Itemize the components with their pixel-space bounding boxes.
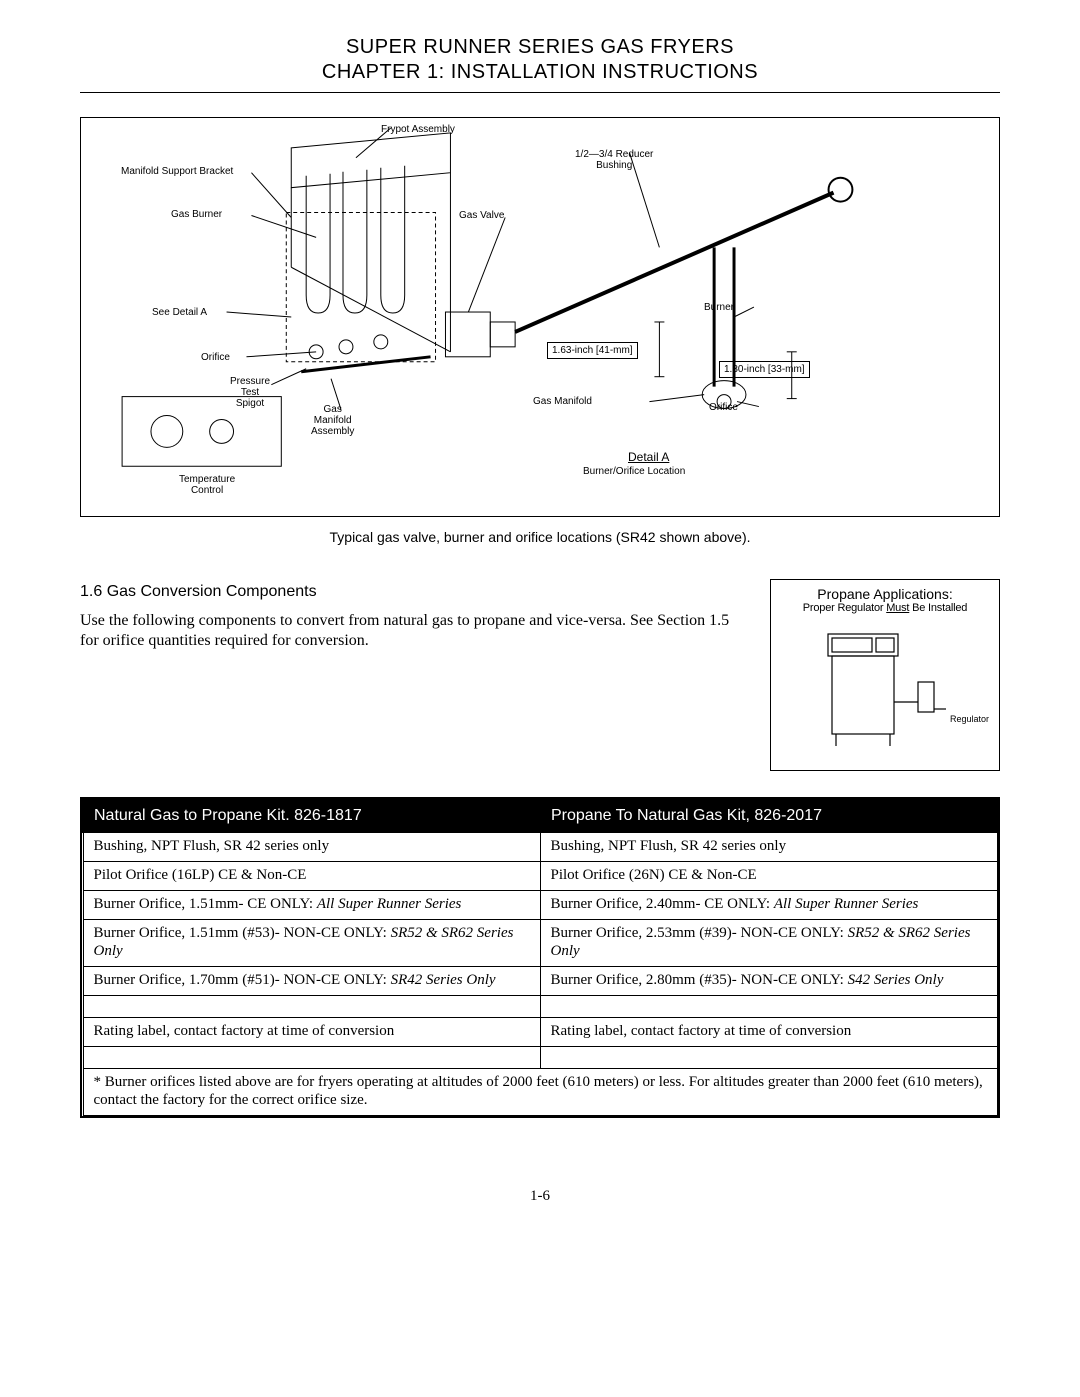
table-row: Rating label, contact factory at time of… bbox=[83, 1018, 997, 1047]
table-note: * Burner orifices listed above are for f… bbox=[83, 1069, 997, 1116]
label-see-detail-a: See Detail A bbox=[152, 307, 207, 318]
fryer-icon bbox=[810, 624, 960, 754]
td: Burner Orifice, 1.51mm (#53)- NON-CE ONL… bbox=[83, 920, 540, 967]
td: Bushing, NPT Flush, SR 42 series only bbox=[83, 832, 540, 862]
td bbox=[83, 996, 540, 1018]
sidebox-title: Propane Applications: bbox=[777, 586, 993, 602]
table-row: Bushing, NPT Flush, SR 42 series only Bu… bbox=[83, 832, 997, 862]
two-column-row: 1.6 Gas Conversion Components Use the fo… bbox=[80, 579, 1000, 771]
table-note-row: * Burner orifices listed above are for f… bbox=[83, 1069, 997, 1116]
table-header-row: Natural Gas to Propane Kit. 826-1817 Pro… bbox=[83, 800, 997, 832]
table-row: Pilot Orifice (16LP) CE & Non-CE Pilot O… bbox=[83, 862, 997, 891]
section-heading: 1.6 Gas Conversion Components bbox=[80, 583, 748, 601]
td bbox=[83, 1047, 540, 1069]
propane-sidebox: Propane Applications: Proper Regulator M… bbox=[770, 579, 1000, 771]
table-spacer-row bbox=[83, 1047, 997, 1069]
td-text: Burner Orifice, 1.70mm (#51)- NON-CE ONL… bbox=[94, 972, 391, 988]
page-root: SUPER RUNNER SERIES GAS FRYERS CHAPTER 1… bbox=[0, 0, 1080, 1397]
header-rule bbox=[80, 92, 1000, 93]
td: Bushing, NPT Flush, SR 42 series only bbox=[540, 832, 997, 862]
left-column: 1.6 Gas Conversion Components Use the fo… bbox=[80, 579, 748, 651]
conversion-table: Natural Gas to Propane Kit. 826-1817 Pro… bbox=[82, 799, 998, 1116]
td-italic: S42 Series Only bbox=[848, 972, 944, 988]
label-orifice-right: Orifice bbox=[709, 402, 738, 413]
right-column: Propane Applications: Proper Regulator M… bbox=[770, 579, 1000, 771]
figure-caption: Typical gas valve, burner and orifice lo… bbox=[80, 529, 1000, 545]
td-text: Burner Orifice, 1.51mm- CE ONLY: bbox=[94, 896, 317, 912]
table-row: Burner Orifice, 1.51mm (#53)- NON-CE ONL… bbox=[83, 920, 997, 967]
figure-box: Frypot Assembly Manifold Support Bracket… bbox=[80, 117, 1000, 517]
label-dim2: 1.30-inch [33-mm] bbox=[719, 361, 810, 378]
sidebox-sub-must: Must bbox=[886, 602, 909, 614]
label-dim1: 1.63-inch [41-mm] bbox=[547, 342, 638, 359]
sidebox-sub-pre: Proper Regulator bbox=[803, 602, 886, 614]
td: Rating label, contact factory at time of… bbox=[83, 1018, 540, 1047]
sidebox-sub-post: Be Installed bbox=[909, 602, 967, 614]
td: Pilot Orifice (26N) CE & Non-CE bbox=[540, 862, 997, 891]
label-regulator: Regulator bbox=[950, 714, 989, 724]
td: Burner Orifice, 1.51mm- CE ONLY: All Sup… bbox=[83, 891, 540, 920]
td: Burner Orifice, 2.40mm- CE ONLY: All Sup… bbox=[540, 891, 997, 920]
page-title-line1: SUPER RUNNER SERIES GAS FRYERS bbox=[80, 36, 1000, 59]
td: Burner Orifice, 2.53mm (#39)- NON-CE ONL… bbox=[540, 920, 997, 967]
td-italic: All Super Runner Series bbox=[774, 896, 919, 912]
page-title-line2: CHAPTER 1: INSTALLATION INSTRUCTIONS bbox=[80, 61, 1000, 84]
label-gas-burner: Gas Burner bbox=[171, 209, 222, 220]
th-left: Natural Gas to Propane Kit. 826-1817 bbox=[83, 800, 540, 832]
section-body: Use the following components to convert … bbox=[80, 611, 748, 651]
label-orifice-left: Orifice bbox=[201, 352, 230, 363]
table-spacer-row bbox=[83, 996, 997, 1018]
label-temperature-control: Temperature Control bbox=[179, 474, 235, 496]
label-manifold-support: Manifold Support Bracket bbox=[121, 166, 233, 177]
label-detail-a-sub: Burner/Orifice Location bbox=[583, 466, 685, 477]
th-right: Propane To Natural Gas Kit, 826-2017 bbox=[540, 800, 997, 832]
td-italic: All Super Runner Series bbox=[317, 896, 462, 912]
td bbox=[540, 1047, 997, 1069]
label-burner: Burner bbox=[704, 302, 734, 313]
td-text: Burner Orifice, 1.51mm (#53)- NON-CE ONL… bbox=[94, 925, 391, 941]
label-gas-valve: Gas Valve bbox=[459, 210, 504, 221]
label-detail-a: Detail A bbox=[628, 452, 669, 463]
td: Burner Orifice, 2.80mm (#35)- NON-CE ONL… bbox=[540, 967, 997, 996]
label-gas-manifold-asm: Gas Manifold Assembly bbox=[311, 404, 354, 437]
sidebox-subtitle: Proper Regulator Must Be Installed bbox=[777, 602, 993, 614]
td bbox=[540, 996, 997, 1018]
diagram-svg bbox=[81, 118, 999, 516]
td: Burner Orifice, 1.70mm (#51)- NON-CE ONL… bbox=[83, 967, 540, 996]
conversion-table-wrap: Natural Gas to Propane Kit. 826-1817 Pro… bbox=[80, 797, 1000, 1118]
label-frypot: Frypot Assembly bbox=[381, 124, 455, 135]
td: Pilot Orifice (16LP) CE & Non-CE bbox=[83, 862, 540, 891]
label-gas-manifold: Gas Manifold bbox=[533, 396, 592, 407]
table-row: Burner Orifice, 1.70mm (#51)- NON-CE ONL… bbox=[83, 967, 997, 996]
label-pressure-test: Pressure Test Spigot bbox=[230, 376, 270, 409]
td-text: Burner Orifice, 2.53mm (#39)- NON-CE ONL… bbox=[551, 925, 848, 941]
label-reducer: 1/2—3/4 Reducer Bushing bbox=[575, 149, 653, 171]
td-italic: SR42 Series Only bbox=[391, 972, 496, 988]
table-row: Burner Orifice, 1.51mm- CE ONLY: All Sup… bbox=[83, 891, 997, 920]
td: Rating label, contact factory at time of… bbox=[540, 1018, 997, 1047]
td-text: Burner Orifice, 2.80mm (#35)- NON-CE ONL… bbox=[551, 972, 848, 988]
td-text: Burner Orifice, 2.40mm- CE ONLY: bbox=[551, 896, 774, 912]
page-number: 1-6 bbox=[80, 1188, 1000, 1205]
